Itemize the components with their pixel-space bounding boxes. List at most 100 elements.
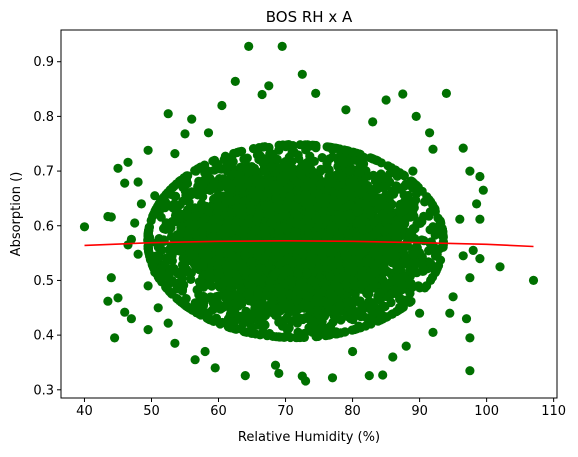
scatter-point bbox=[391, 226, 401, 236]
scatter-point bbox=[416, 260, 427, 270]
scatter-point bbox=[430, 251, 441, 261]
scatter-point bbox=[345, 178, 355, 188]
scatter-point bbox=[220, 151, 230, 161]
scatter-point bbox=[213, 205, 223, 215]
scatter-point bbox=[375, 288, 385, 298]
scatter-point bbox=[381, 265, 391, 276]
scatter-point bbox=[336, 328, 346, 338]
scatter-point bbox=[218, 278, 228, 288]
scatter-point bbox=[304, 314, 314, 324]
scatter-point bbox=[267, 162, 277, 172]
scatter-point bbox=[290, 227, 300, 237]
scatter-point bbox=[391, 251, 401, 261]
scatter-point bbox=[209, 304, 219, 314]
scatter-point bbox=[300, 182, 310, 192]
scatter-point bbox=[325, 288, 335, 298]
scatter-point bbox=[284, 302, 294, 312]
scatter-point bbox=[190, 211, 200, 221]
scatter-point bbox=[410, 266, 420, 276]
scatter-point bbox=[198, 235, 208, 245]
scatter-point bbox=[236, 293, 246, 303]
scatter-point bbox=[221, 299, 231, 309]
scatter-point bbox=[384, 192, 394, 203]
scatter-point bbox=[266, 299, 276, 309]
scatter-point bbox=[337, 171, 347, 181]
scatter-point bbox=[323, 329, 333, 339]
data-marks bbox=[79, 41, 539, 386]
scatter-point bbox=[362, 192, 372, 202]
scatter-point bbox=[335, 301, 345, 311]
scatter-point bbox=[406, 278, 416, 288]
scatter-point bbox=[177, 284, 188, 294]
scatter-point bbox=[285, 332, 295, 343]
scatter-point bbox=[200, 254, 210, 264]
scatter-point bbox=[322, 142, 332, 152]
scatter-point bbox=[260, 142, 270, 152]
scatter-point bbox=[346, 314, 356, 324]
scatter-point bbox=[300, 189, 311, 199]
scatter-point bbox=[405, 180, 415, 190]
scatter-point bbox=[313, 331, 323, 341]
scatter-point bbox=[355, 167, 365, 177]
scatter-point bbox=[260, 201, 270, 211]
scatter-point bbox=[234, 147, 244, 157]
scatter-point bbox=[349, 324, 360, 335]
scatter-point bbox=[282, 312, 292, 322]
scatter-point bbox=[274, 140, 284, 150]
scatter-point bbox=[226, 277, 236, 287]
scatter-point bbox=[325, 272, 335, 282]
scatter-point bbox=[312, 305, 322, 316]
scatter-point bbox=[246, 257, 256, 267]
scatter-point bbox=[419, 211, 429, 221]
scatter-point bbox=[259, 319, 269, 329]
scatter-point bbox=[354, 216, 364, 226]
scatter-point bbox=[199, 282, 209, 292]
scatter-point bbox=[412, 236, 422, 246]
scatter-point bbox=[169, 263, 179, 274]
scatter-point bbox=[226, 161, 236, 171]
scatter-point bbox=[363, 204, 373, 214]
scatter-point bbox=[176, 209, 186, 219]
scatter-point bbox=[247, 322, 257, 332]
scatter-point bbox=[170, 217, 180, 227]
scatter-point bbox=[291, 304, 301, 315]
scatter-point bbox=[226, 317, 236, 327]
scatter-point bbox=[258, 157, 268, 167]
scatter-point bbox=[405, 288, 415, 298]
scatter-point bbox=[145, 254, 155, 264]
scatter-point bbox=[372, 176, 382, 186]
chart-title: BOS RH x A bbox=[266, 8, 353, 26]
scatter-point bbox=[398, 302, 408, 312]
scatter-point bbox=[405, 230, 415, 240]
scatter-series bbox=[79, 41, 539, 386]
scatter-point bbox=[361, 321, 371, 331]
scatter-point bbox=[272, 154, 282, 164]
scatter-point bbox=[339, 158, 349, 168]
scatter-point bbox=[350, 280, 360, 290]
scatter-point bbox=[239, 154, 249, 164]
scatter-point bbox=[197, 180, 207, 190]
scatter-point bbox=[189, 241, 199, 251]
scatter-point bbox=[343, 210, 354, 220]
scatter-point bbox=[238, 210, 248, 220]
scatter-point bbox=[256, 300, 267, 310]
scatter-point bbox=[176, 226, 186, 236]
scatter-point bbox=[392, 244, 402, 254]
scatter-point bbox=[167, 276, 177, 286]
scatter-point bbox=[281, 322, 291, 332]
scatter-point bbox=[408, 206, 418, 217]
scatter-point bbox=[403, 241, 413, 251]
scatter-point bbox=[306, 164, 316, 174]
scatter-point bbox=[420, 197, 430, 207]
scatter-point bbox=[421, 281, 431, 291]
scatter-point bbox=[285, 290, 295, 300]
scatter-point bbox=[177, 273, 188, 283]
scatter-point bbox=[167, 251, 177, 261]
scatter-point bbox=[143, 227, 154, 237]
scatter-point bbox=[319, 214, 330, 225]
scatter-point bbox=[316, 166, 326, 176]
scatter-point bbox=[355, 296, 365, 306]
scatter-point bbox=[395, 207, 405, 217]
scatter-point bbox=[246, 205, 256, 215]
